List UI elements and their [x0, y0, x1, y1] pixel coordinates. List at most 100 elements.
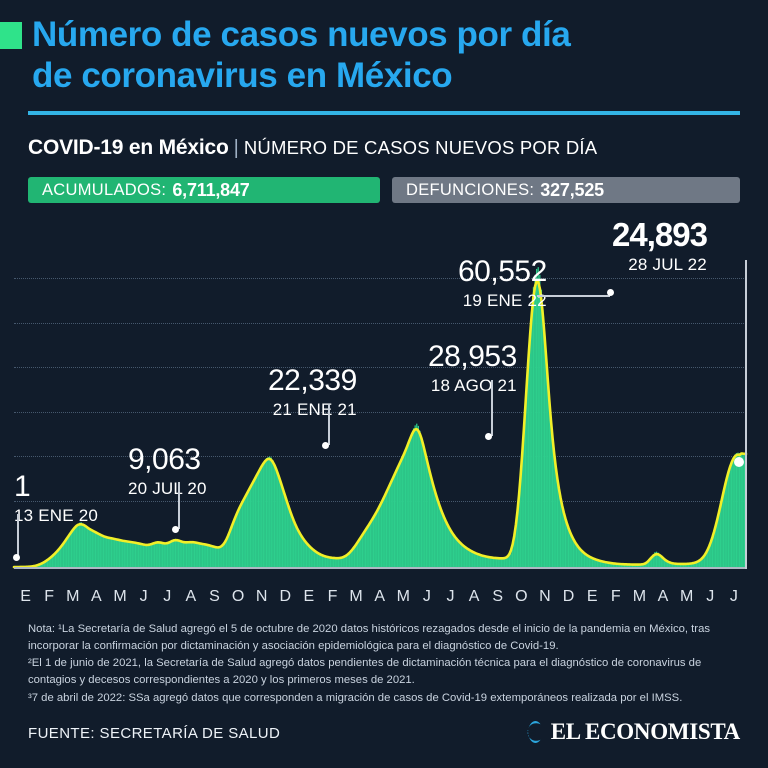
chart-bar [85, 526, 87, 567]
chart-bar [130, 541, 132, 567]
chart-bar [149, 545, 151, 567]
chart-bar [296, 528, 298, 567]
chart-bar [364, 529, 367, 567]
chart-bar [654, 552, 656, 567]
chart-series [12, 267, 748, 569]
note-line-1: Nota: ¹La Secretaría de Salud agregó el … [28, 623, 710, 653]
chart-bar [395, 471, 397, 567]
chart-bar [475, 553, 477, 567]
chart-bar [409, 438, 411, 567]
chart-bar [91, 530, 93, 567]
chart-bar [488, 557, 490, 567]
chart-bar [569, 533, 571, 567]
chart-bar [270, 457, 272, 567]
chart-gridline [14, 278, 746, 279]
chart-bar [187, 542, 189, 567]
chart-bar [436, 500, 439, 567]
chart-bar [462, 545, 464, 567]
chart-bar [433, 489, 435, 567]
chart-bar [277, 472, 279, 567]
annotation-value: 9,063 [128, 443, 201, 476]
chart-bar [72, 529, 74, 567]
chart-bar [660, 556, 662, 567]
annotation-leader-line [491, 380, 493, 436]
chart-bar [435, 495, 437, 567]
chart-bar [166, 544, 169, 567]
chart-bar [428, 471, 431, 567]
chart-bar [309, 546, 311, 567]
chart-bar [416, 423, 418, 567]
chart-bar [50, 557, 52, 567]
chart-bar [88, 528, 90, 567]
chart-bar [579, 549, 581, 567]
chart-bar [178, 540, 180, 567]
chart-bar [56, 551, 58, 567]
month-tick-label: S [492, 588, 504, 605]
chart-bar [513, 542, 515, 567]
chart-bar [238, 507, 240, 567]
chart-bar [46, 560, 49, 567]
chart-bar [176, 539, 178, 567]
chart-bar [53, 554, 55, 567]
chart-bar [556, 481, 559, 567]
chart-bar [211, 546, 213, 567]
chart-bar [40, 563, 42, 567]
chart-bar [459, 542, 461, 567]
chart-bar [291, 517, 293, 567]
chart-bar [185, 542, 188, 567]
chart-trend-line [12, 279, 748, 569]
chart-bar [371, 519, 373, 567]
chart-bar [627, 564, 629, 567]
chart-bar [374, 514, 376, 567]
chart-bar [299, 534, 301, 567]
chart-bar [259, 468, 261, 567]
chart-bar [344, 556, 346, 567]
chart-bar [713, 532, 715, 567]
chart-bar [529, 326, 531, 567]
chart-bar [203, 544, 205, 567]
chart-bar [257, 471, 260, 567]
chart-bar [491, 557, 493, 567]
chart-bar [328, 557, 330, 567]
chart-bar [691, 563, 693, 567]
chart-bar [251, 483, 253, 567]
chart-bar [695, 562, 698, 567]
chart-bar [483, 556, 485, 567]
chart-bar [302, 539, 304, 567]
chart-bar [265, 458, 268, 567]
annotation-date: 13 ENE 20 [14, 506, 99, 525]
chart-bar [336, 558, 338, 567]
chart-bar [304, 541, 306, 567]
chart-bar [237, 511, 239, 567]
chart-bar [673, 563, 675, 567]
chart-gridline [14, 367, 746, 368]
chart-bar [427, 465, 429, 567]
annotation-value: 60,552 [458, 255, 547, 288]
chart-bar [144, 544, 146, 567]
brand-name: EL ECONOMISTA [550, 719, 741, 744]
chart-bar [384, 495, 386, 567]
chart-bar [181, 542, 183, 567]
chart-bar [256, 474, 258, 567]
chart-bar [253, 480, 255, 567]
chart-bar [596, 560, 598, 567]
chart-annotation-peak2021b: 28,953 18 AGO 21 [428, 342, 517, 395]
chart-bar [99, 534, 101, 567]
chart-bar [585, 554, 587, 567]
chart-bar [61, 545, 63, 567]
chart-bar [604, 562, 606, 567]
chart-bar [248, 489, 250, 567]
annotation-marker-dot [606, 288, 614, 296]
chart-bar [334, 558, 336, 567]
page-title: Número de casos nuevos por día de corona… [32, 15, 732, 96]
chart-bar [232, 522, 234, 567]
chart-bar [551, 443, 554, 567]
chart-bar [508, 556, 511, 567]
annotation-date: 20 JUL 20 [128, 479, 207, 498]
chart-gridline [14, 456, 746, 457]
chart-bar [671, 563, 674, 567]
chart-bar [708, 547, 710, 567]
chart-bar [70, 531, 73, 567]
chart-bar [641, 564, 643, 567]
chart-bar [289, 512, 292, 567]
